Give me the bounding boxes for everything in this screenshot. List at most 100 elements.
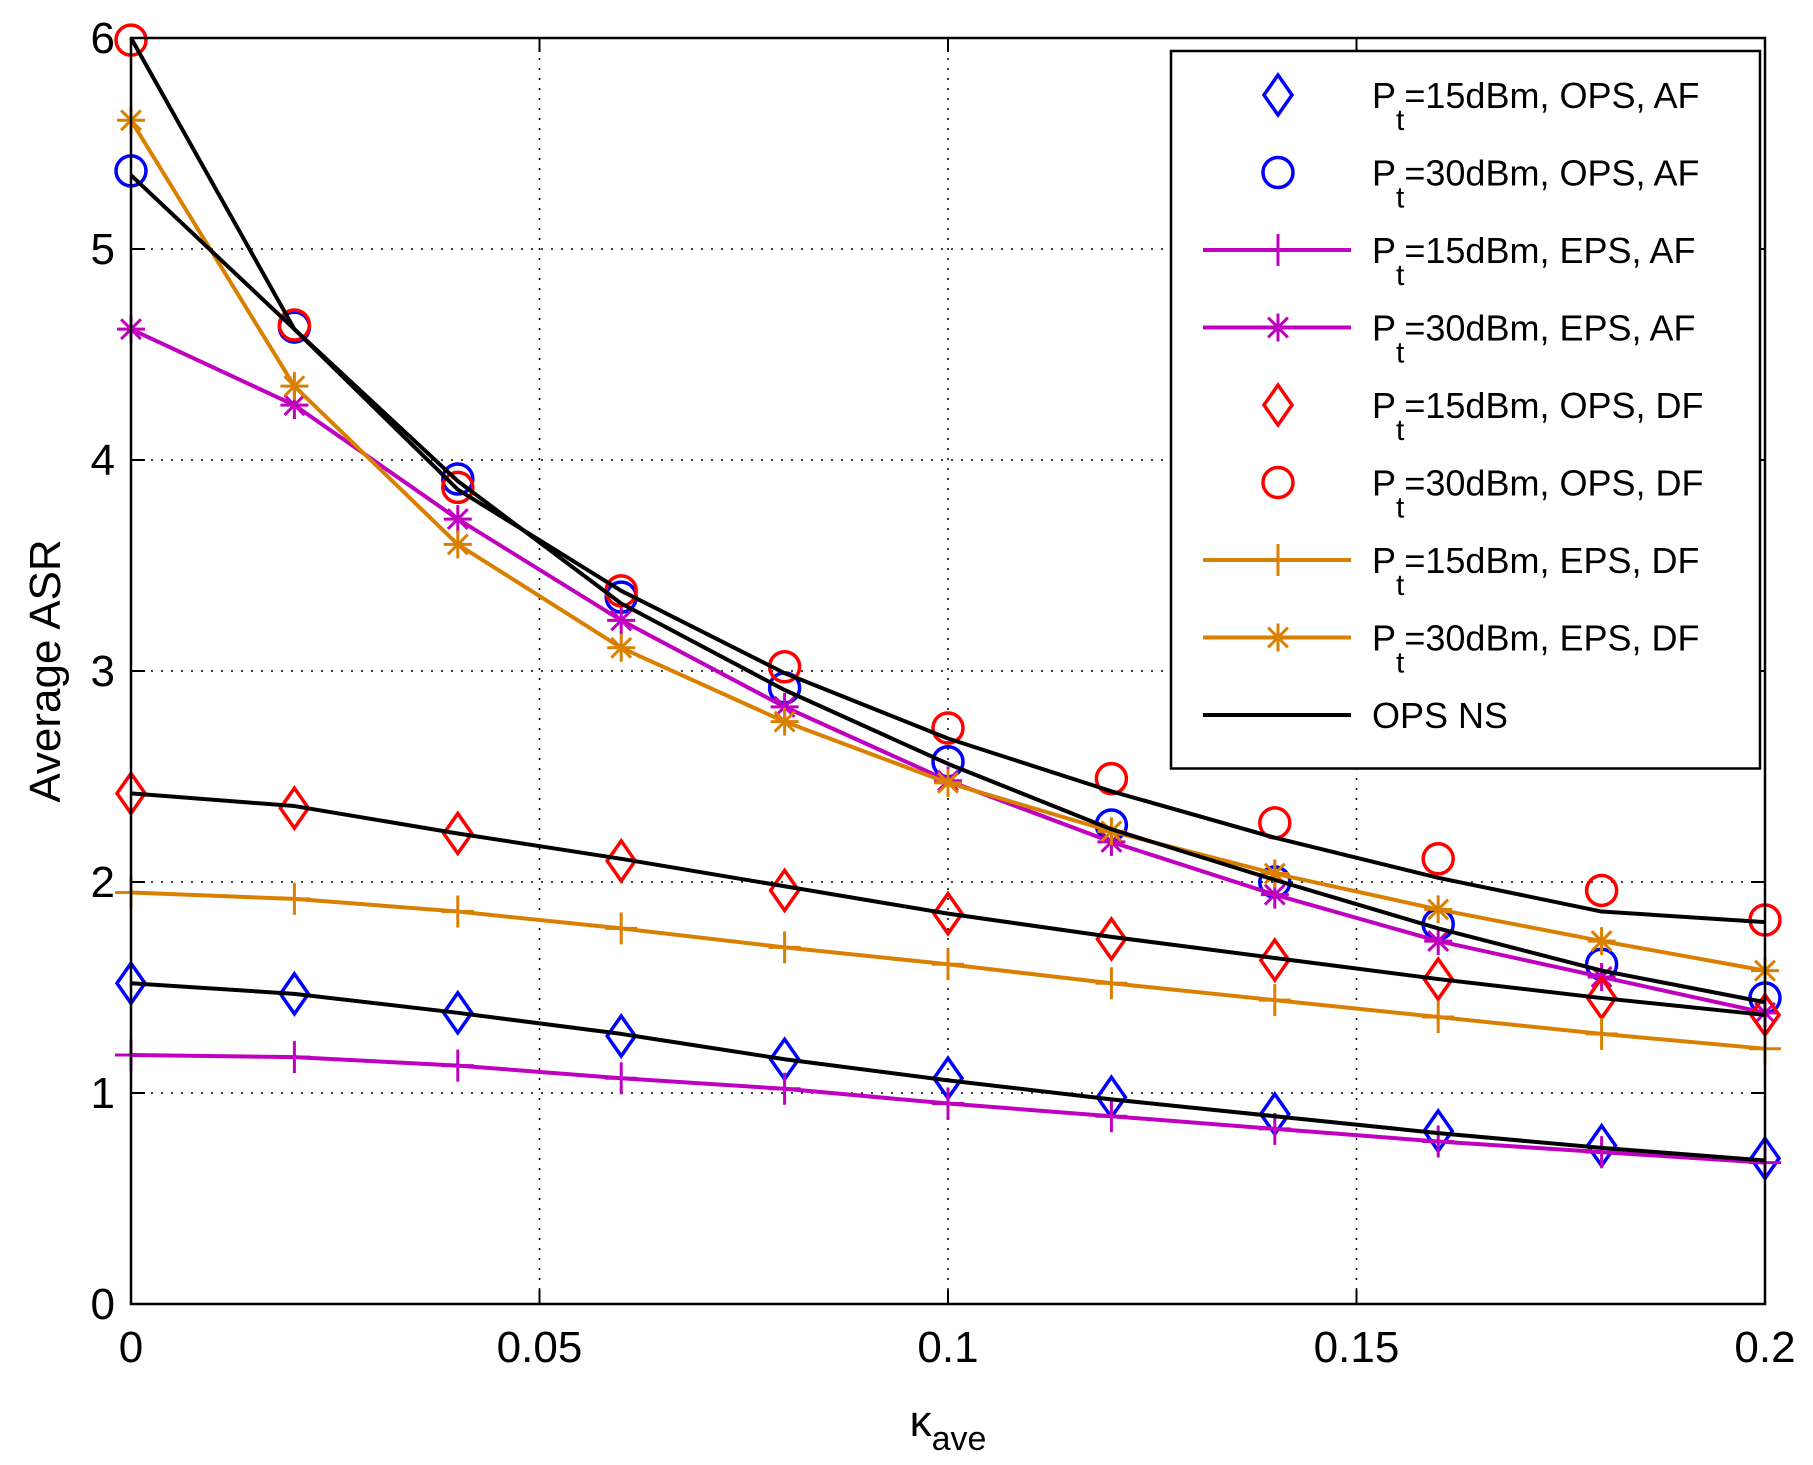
legend-label: Pt=30dBm, EPS, AF xyxy=(1372,308,1696,370)
data-point xyxy=(607,606,636,635)
ticks: 0 0.05 0.1 0.15 0.2 0 1 2 3 4 5 6 xyxy=(91,14,1796,1372)
y-axis-title: Average ASR xyxy=(21,539,70,802)
data-point xyxy=(441,470,475,505)
data-point xyxy=(441,989,474,1036)
legend-label: OPS NS xyxy=(1372,695,1508,736)
legend-item: Pt=30dBm, OPS, AF xyxy=(1261,153,1700,215)
legend-marker xyxy=(1262,544,1294,576)
data-point xyxy=(605,1062,638,1095)
data-point xyxy=(1094,761,1129,796)
data-point xyxy=(278,1041,311,1074)
data-point xyxy=(605,1012,638,1060)
legend-item: Pt=15dBm, OPS, AF xyxy=(1261,71,1700,137)
data-point xyxy=(280,372,309,401)
data-point xyxy=(770,707,799,736)
data-point xyxy=(441,1049,474,1082)
series-9 xyxy=(129,37,1766,925)
data-point xyxy=(1587,927,1616,956)
data-point xyxy=(443,505,472,534)
data-point xyxy=(768,931,801,964)
y-tick-label: 0 xyxy=(91,1280,115,1329)
x-tick-label: 0.05 xyxy=(497,1323,583,1372)
data-point xyxy=(932,948,964,981)
data-point xyxy=(441,895,474,928)
y-tick-label: 3 xyxy=(91,647,115,696)
data-point xyxy=(1585,1136,1618,1169)
legend-item: Pt=15dBm, EPS, DF xyxy=(1203,540,1699,602)
data-point xyxy=(1584,873,1619,908)
x-tick-label: 0.1 xyxy=(917,1323,978,1372)
legend-label: Pt=15dBm, OPS, AF xyxy=(1372,75,1700,137)
legend: Pt=15dBm, OPS, AF Pt=30dBm, OPS, AF Pt=15d… xyxy=(1169,49,1762,770)
y-tick-label: 2 xyxy=(91,858,115,907)
data-point xyxy=(441,462,475,496)
data-point xyxy=(1585,1017,1618,1050)
legend-item: Pt=15dBm, OPS, DF xyxy=(1261,381,1703,447)
data-point xyxy=(443,530,472,559)
series-12 xyxy=(130,981,1766,1163)
legend-marker xyxy=(1261,381,1295,429)
legend-label: Pt=15dBm, OPS, DF xyxy=(1372,385,1703,447)
x-tick-label: 0.15 xyxy=(1314,1323,1400,1372)
data-point xyxy=(607,633,636,662)
data-point xyxy=(1260,859,1289,888)
series-line xyxy=(129,173,1766,1005)
legend-marker xyxy=(1264,313,1292,342)
data-point xyxy=(934,768,962,797)
data-point xyxy=(1422,956,1455,1003)
x-tick-label: 0 xyxy=(119,1323,143,1372)
data-point xyxy=(932,1087,964,1120)
data-point xyxy=(605,837,638,884)
data-point xyxy=(1260,880,1289,909)
series-layer xyxy=(114,23,1782,1182)
data-point xyxy=(768,1072,801,1105)
data-point xyxy=(1422,1001,1455,1034)
series-11 xyxy=(130,791,1766,1017)
data-point xyxy=(278,882,311,915)
data-point xyxy=(280,391,309,420)
y-tick-label: 1 xyxy=(91,1069,115,1118)
legend-item: Pt=30dBm, OPS, DF xyxy=(1261,463,1703,525)
x-tick-label: 0.2 xyxy=(1734,1323,1795,1372)
legend-label: Pt=30dBm, OPS, DF xyxy=(1372,463,1703,525)
series-line xyxy=(130,791,1766,1017)
legend-marker xyxy=(1262,234,1294,266)
data-point xyxy=(1424,895,1453,924)
data-point xyxy=(931,711,965,745)
y-tick-label: 4 xyxy=(91,436,115,485)
data-point xyxy=(1095,967,1128,1000)
data-point xyxy=(1095,915,1128,963)
data-point xyxy=(1424,927,1453,956)
data-point xyxy=(605,912,638,945)
legend-item: Pt=30dBm, EPS, DF xyxy=(1203,618,1699,680)
legend-item: Pt=15dBm, EPS, AF xyxy=(1203,230,1696,292)
data-point xyxy=(1097,817,1126,846)
data-point xyxy=(1421,842,1455,876)
data-point xyxy=(278,970,311,1017)
x-axis-title: κave xyxy=(910,1397,987,1458)
data-point xyxy=(441,810,474,857)
data-point xyxy=(1095,1100,1128,1133)
series-line xyxy=(130,981,1766,1163)
series-3 xyxy=(115,1039,1781,1179)
legend-label: Pt=30dBm, OPS, AF xyxy=(1372,153,1700,215)
legend-item: OPS NS xyxy=(1203,695,1508,736)
legend-marker xyxy=(1261,465,1295,500)
data-point xyxy=(278,785,311,832)
data-point xyxy=(1258,937,1291,984)
legend-label: Pt=15dBm, EPS, AF xyxy=(1372,230,1696,292)
legend-marker xyxy=(1261,71,1295,119)
series-5 xyxy=(114,770,1782,1038)
y-tick-label: 6 xyxy=(91,14,115,63)
series-10 xyxy=(129,173,1766,1005)
series-line xyxy=(129,37,1766,925)
data-point xyxy=(1422,1125,1455,1158)
x-axis-title-subscript: ave xyxy=(932,1420,987,1458)
y-tick-label: 5 xyxy=(91,225,115,274)
legend-marker xyxy=(1264,623,1292,652)
data-point xyxy=(770,692,799,721)
data-point xyxy=(277,308,312,342)
legend-label: Pt=30dBm, EPS, DF xyxy=(1372,618,1699,680)
legend-item: Pt=30dBm, EPS, AF xyxy=(1203,308,1696,370)
